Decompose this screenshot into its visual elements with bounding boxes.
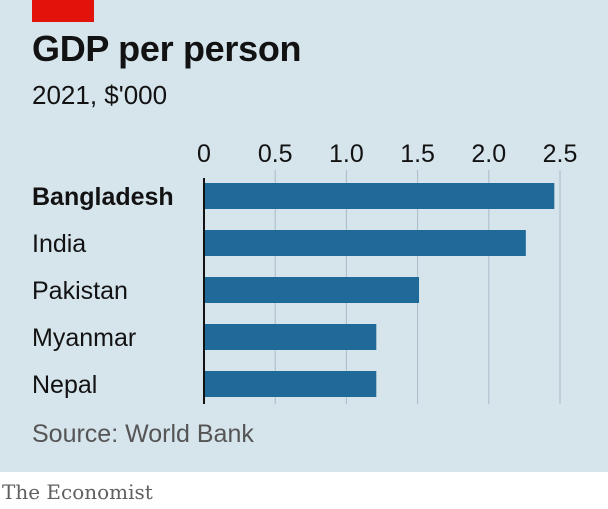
chart-subtitle: 2021, $'000 bbox=[32, 80, 168, 110]
x-tick-label: 1.0 bbox=[329, 140, 364, 168]
x-tick-label: 1.5 bbox=[400, 140, 435, 168]
category-label-pakistan: Pakistan bbox=[32, 277, 128, 305]
bar-pakistan bbox=[204, 277, 420, 303]
category-label-india: India bbox=[32, 230, 86, 258]
x-tick-label: 2.5 bbox=[543, 140, 578, 168]
bar-bangladesh bbox=[204, 183, 555, 209]
x-tick-label: 2.0 bbox=[471, 140, 506, 168]
category-label-bangladesh: Bangladesh bbox=[32, 183, 174, 211]
publisher-wordmark: The Economist bbox=[2, 480, 153, 504]
bar-nepal bbox=[204, 371, 377, 397]
bar-myanmar bbox=[204, 324, 377, 350]
source-note: Source: World Bank bbox=[32, 420, 254, 448]
category-label-nepal: Nepal bbox=[32, 371, 97, 399]
x-tick-label: 0.5 bbox=[258, 140, 293, 168]
bar-chart: 0 0.5 1.0 1.5 2.0 2.5 Bangladesh India Pakistan… bbox=[32, 140, 578, 404]
chart-title: GDP per person bbox=[32, 28, 302, 69]
x-tick-label: 0 bbox=[197, 140, 211, 168]
red-tag-marker bbox=[32, 0, 94, 22]
bar-india bbox=[204, 230, 526, 256]
category-label-myanmar: Myanmar bbox=[32, 324, 136, 352]
